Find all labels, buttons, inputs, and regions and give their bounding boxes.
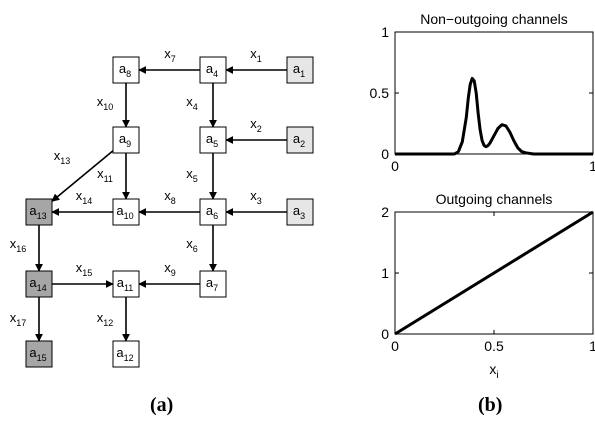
edge-label-x5: x5 <box>186 166 198 184</box>
node-box <box>286 56 314 84</box>
node-a5: a5 <box>199 126 227 154</box>
edge-a9-a13 <box>51 150 114 202</box>
node-box <box>199 270 227 298</box>
edge-label-x4: x4 <box>186 94 198 112</box>
node-label-a10: a10 <box>116 203 133 221</box>
plot-title: Outgoing channels <box>436 191 553 207</box>
node-label-a7: a7 <box>206 275 218 293</box>
edge-label-x7: x7 <box>164 46 176 64</box>
node-label-a12: a12 <box>116 345 133 363</box>
node-label-a6: a6 <box>206 203 218 221</box>
plot-panel-1: Non−outgoing channels 0 1 0 0.5 1 <box>370 11 595 174</box>
y-tick-label: 0 <box>381 326 389 342</box>
node-box <box>112 270 140 298</box>
node-a9: a9 <box>112 126 140 154</box>
node-box <box>25 340 53 368</box>
node-box <box>112 198 140 226</box>
node-a7: a7 <box>199 270 227 298</box>
node-a11: a11 <box>112 270 140 298</box>
edge-label-x16: x16 <box>10 236 27 254</box>
node-a1: a1 <box>286 56 314 84</box>
edge-label-x10: x10 <box>97 94 114 112</box>
nodes: a1 a2 a3 a4 a5 a6 a7 a8 a9 a10 a11 a12 a13 a14 a15 <box>25 56 314 368</box>
x-tick-label: 1 <box>589 158 595 174</box>
x-tick-label: 1 <box>589 338 595 354</box>
node-a6: a6 <box>199 198 227 226</box>
edge-label-x2: x2 <box>250 116 262 134</box>
caption-a: (a) <box>150 394 174 416</box>
node-box <box>286 126 314 154</box>
node-label-a3: a3 <box>293 203 305 221</box>
edge-label-x17: x17 <box>10 310 27 328</box>
plot-title: Non−outgoing channels <box>420 11 568 27</box>
x-tick-label: 0 <box>391 158 399 174</box>
node-label-a5: a5 <box>206 131 218 149</box>
node-a4: a4 <box>199 56 227 84</box>
node-label-a9: a9 <box>119 131 131 149</box>
edge-label-x6: x6 <box>186 236 198 254</box>
node-a14: a14 <box>25 270 53 298</box>
edge-label-x14: x14 <box>76 188 93 206</box>
node-box <box>286 198 314 226</box>
node-a3: a3 <box>286 198 314 226</box>
x-tick-label: 0.5 <box>484 338 504 354</box>
edge-label-x9: x9 <box>164 260 176 278</box>
edges: x1 x2 x3 x4 x5 x6 x7 x8 x9 x10 x11 x12 x13 x14 x15 x16 x… <box>10 46 287 342</box>
y-tick-label: 0.5 <box>370 85 390 101</box>
node-label-a4: a4 <box>206 61 218 79</box>
edge-label-x8: x8 <box>164 188 176 206</box>
caption-b: (b) <box>478 394 503 416</box>
y-tick-label: 0 <box>381 146 389 162</box>
edge-label-x3: x3 <box>250 188 262 206</box>
node-label-a8: a8 <box>119 61 131 79</box>
node-box <box>112 56 140 84</box>
series-line-1 <box>395 76 593 156</box>
node-box <box>112 340 140 368</box>
node-label-a13: a13 <box>29 203 46 221</box>
series-line-1 <box>394 210 594 336</box>
node-box <box>199 198 227 226</box>
node-label-a2: a2 <box>293 131 305 149</box>
x-axis-label: xi <box>489 361 498 381</box>
node-label-a14: a14 <box>29 275 46 293</box>
edge-label-x12: x12 <box>97 310 114 328</box>
node-box <box>112 126 140 154</box>
x-tick-label: 0 <box>391 338 399 354</box>
node-box <box>25 198 53 226</box>
node-a15: a15 <box>25 340 53 368</box>
node-box <box>199 56 227 84</box>
edge-label-x11: x11 <box>97 166 113 184</box>
y-tick-label: 1 <box>381 265 389 281</box>
plot-panel-2: Outgoing channels 0 0.5 1 0 1 2 <box>381 191 595 354</box>
node-a10: a10 <box>112 198 140 226</box>
node-box <box>25 270 53 298</box>
edge-label-x13: x13 <box>54 148 71 166</box>
node-a12: a12 <box>112 340 140 368</box>
node-box <box>199 126 227 154</box>
network-graph: x1 x2 x3 x4 x5 x6 x7 x8 x9 x10 x11 x12 x13 x14 x15 x16 x… <box>10 46 314 368</box>
node-label-a15: a15 <box>29 345 46 363</box>
node-a8: a8 <box>112 56 140 84</box>
y-tick-label: 1 <box>381 24 389 40</box>
edge-label-x15: x15 <box>76 260 93 278</box>
edge-label-x1: x1 <box>250 46 262 64</box>
node-label-a1: a1 <box>293 61 305 79</box>
node-label-a11: a11 <box>117 275 134 293</box>
y-tick-label: 2 <box>381 204 389 220</box>
node-a13: a13 <box>25 198 53 226</box>
node-a2: a2 <box>286 126 314 154</box>
